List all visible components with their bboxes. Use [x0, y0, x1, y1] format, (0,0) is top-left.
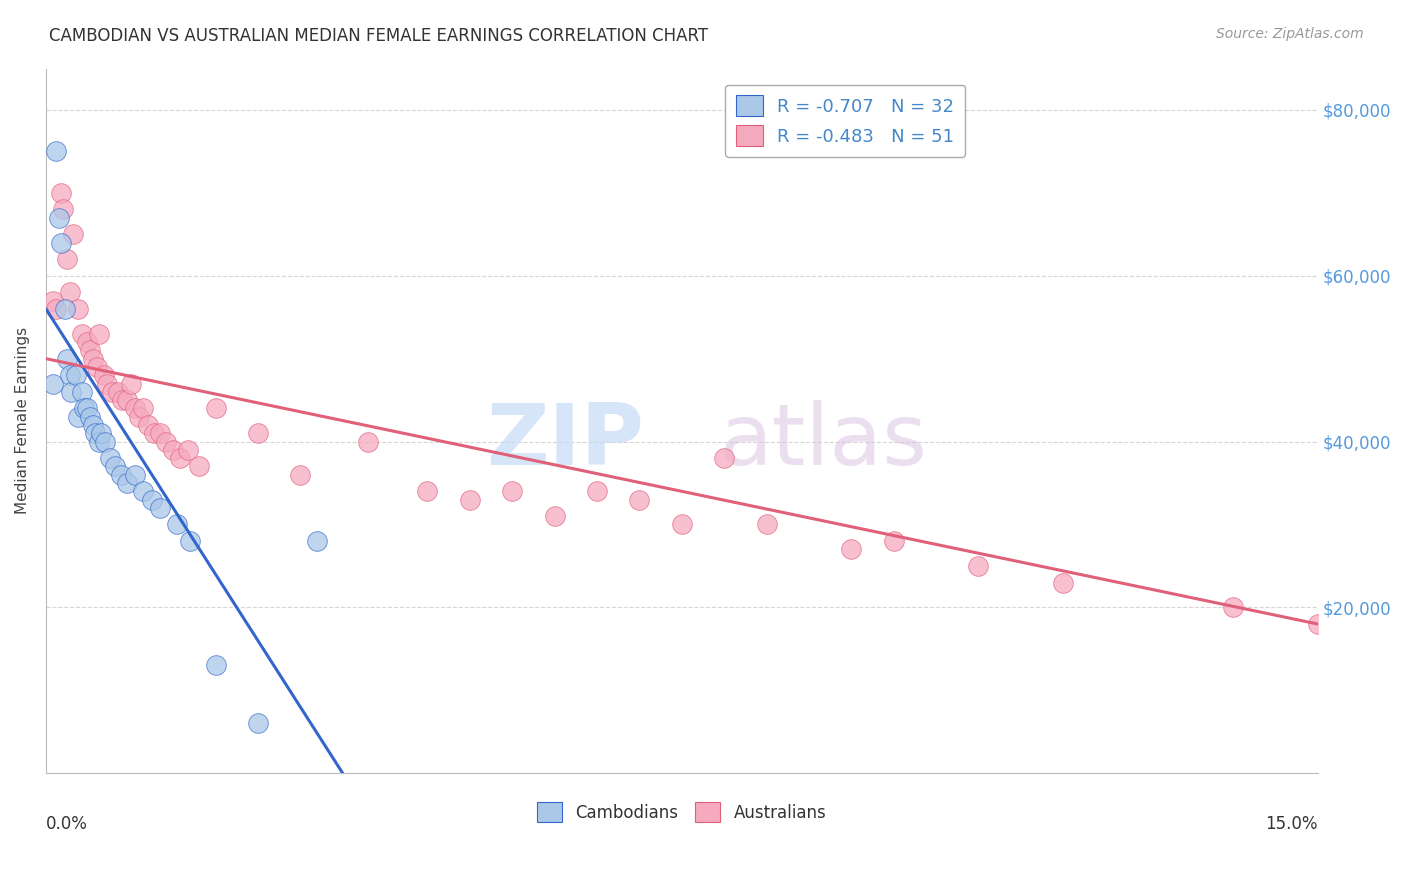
Point — [70, 326, 93, 341]
Point — [357, 434, 380, 449]
Point — [187, 459, 209, 474]
Point — [42, 293, 65, 308]
Point — [755, 517, 778, 532]
Point — [96, 376, 118, 391]
Point — [87, 326, 110, 341]
Point — [98, 451, 121, 466]
Point — [132, 401, 155, 416]
Text: 0.0%: 0.0% — [46, 815, 87, 833]
Point — [104, 459, 127, 474]
Point — [60, 384, 83, 399]
Point — [51, 186, 73, 200]
Point — [45, 301, 67, 316]
Point — [110, 467, 132, 482]
Point — [48, 211, 70, 225]
Point — [1306, 617, 1329, 632]
Point — [79, 343, 101, 358]
Point — [94, 434, 117, 449]
Point — [501, 484, 523, 499]
Point — [67, 301, 90, 316]
Point — [82, 351, 104, 366]
Point — [87, 434, 110, 449]
Point — [204, 401, 226, 416]
Point — [76, 401, 98, 416]
Point — [179, 534, 201, 549]
Point — [51, 235, 73, 250]
Point — [177, 442, 200, 457]
Point — [543, 509, 565, 524]
Point — [713, 451, 735, 466]
Point — [62, 227, 84, 242]
Point — [59, 368, 82, 383]
Point — [56, 252, 79, 267]
Point — [107, 384, 129, 399]
Point — [246, 716, 269, 731]
Point — [967, 558, 990, 573]
Point — [111, 393, 134, 408]
Point — [84, 426, 107, 441]
Point — [70, 384, 93, 399]
Point — [82, 417, 104, 432]
Point — [79, 409, 101, 424]
Point — [45, 145, 67, 159]
Point — [149, 426, 172, 441]
Point — [93, 368, 115, 383]
Point — [56, 351, 79, 366]
Point — [839, 542, 862, 557]
Text: CAMBODIAN VS AUSTRALIAN MEDIAN FEMALE EARNINGS CORRELATION CHART: CAMBODIAN VS AUSTRALIAN MEDIAN FEMALE EA… — [49, 27, 709, 45]
Point — [101, 384, 124, 399]
Y-axis label: Median Female Earnings: Median Female Earnings — [15, 327, 30, 515]
Point — [458, 492, 481, 507]
Point — [290, 467, 312, 482]
Point — [53, 301, 76, 316]
Point — [90, 426, 112, 441]
Point — [115, 393, 138, 408]
Point — [628, 492, 651, 507]
Point — [124, 467, 146, 482]
Point — [76, 335, 98, 350]
Point — [124, 401, 146, 416]
Text: atlas: atlas — [720, 401, 928, 483]
Point — [671, 517, 693, 532]
Point — [128, 409, 150, 424]
Point — [143, 426, 166, 441]
Point — [42, 376, 65, 391]
Point — [586, 484, 609, 499]
Point — [52, 202, 75, 217]
Point — [162, 442, 184, 457]
Point — [307, 534, 329, 549]
Point — [120, 376, 142, 391]
Point — [59, 285, 82, 300]
Point — [883, 534, 905, 549]
Point — [149, 500, 172, 515]
Point — [86, 359, 108, 374]
Point — [65, 368, 87, 383]
Legend: Cambodians, Australians: Cambodians, Australians — [530, 796, 832, 829]
Point — [1052, 575, 1074, 590]
Point — [67, 409, 90, 424]
Point — [115, 476, 138, 491]
Text: 15.0%: 15.0% — [1265, 815, 1317, 833]
Point — [246, 426, 269, 441]
Point — [155, 434, 177, 449]
Point — [166, 517, 188, 532]
Point — [416, 484, 439, 499]
Point — [136, 417, 159, 432]
Point — [1222, 600, 1244, 615]
Point — [169, 451, 191, 466]
Text: Source: ZipAtlas.com: Source: ZipAtlas.com — [1216, 27, 1364, 41]
Point — [141, 492, 163, 507]
Point — [73, 401, 96, 416]
Point — [204, 658, 226, 673]
Text: ZIP: ZIP — [486, 401, 644, 483]
Point — [132, 484, 155, 499]
